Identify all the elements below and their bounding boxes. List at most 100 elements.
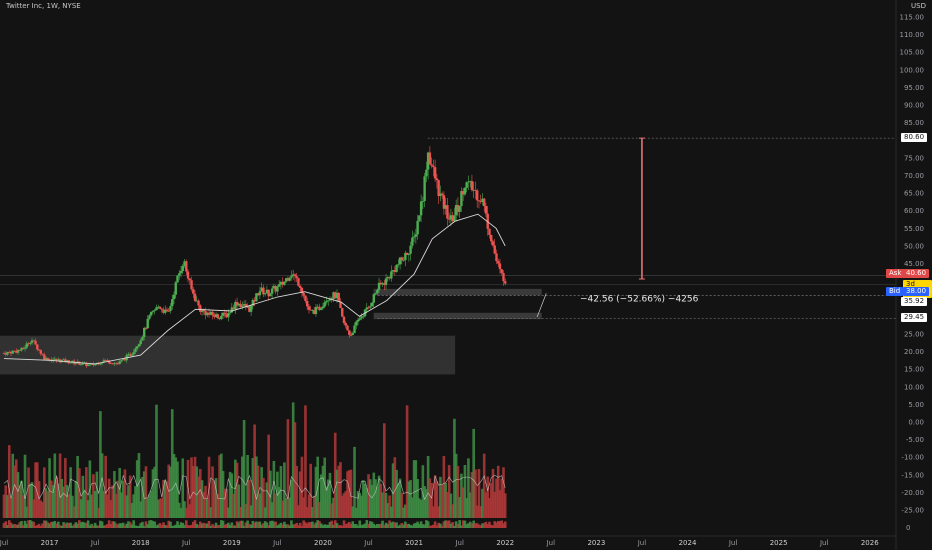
volume-bar — [402, 507, 405, 518]
volume-bar — [107, 478, 111, 518]
oscillator-bar — [372, 523, 376, 528]
candle-body — [400, 257, 404, 261]
volume-bar — [290, 479, 293, 518]
volume-bar — [237, 484, 241, 518]
candle-body — [86, 364, 90, 367]
candle-body — [79, 364, 83, 366]
volume-bar — [51, 485, 55, 518]
oscillator-bar — [227, 522, 230, 528]
candle-body — [428, 152, 432, 165]
volume-bar — [162, 479, 165, 518]
oscillator-bar — [342, 520, 346, 528]
oscillator-bar — [349, 523, 353, 528]
candle-body — [332, 292, 335, 300]
candle-body — [377, 282, 381, 290]
oscillator-bar — [482, 522, 486, 528]
candle-body — [34, 340, 37, 345]
ask-price-label: 40.60 — [903, 269, 930, 279]
oscillator-bar — [432, 524, 435, 528]
oscillator-bar — [283, 521, 286, 528]
volume-bar — [342, 493, 346, 518]
oscillator-bar — [486, 524, 490, 528]
volume-bar — [432, 506, 435, 518]
candle-body — [221, 312, 225, 316]
volume-bar — [495, 478, 498, 518]
oscillator-bar — [297, 525, 300, 528]
currency-label[interactable]: USD — [911, 2, 926, 10]
oscillator-bar — [272, 521, 276, 528]
volume-bar — [23, 454, 27, 518]
oscillator-bar — [390, 522, 393, 528]
volume-bar — [135, 460, 139, 518]
candle-body — [402, 259, 405, 261]
time-tick-label: Jul — [272, 539, 282, 547]
oscillator-bar — [135, 525, 139, 528]
volume-bar — [411, 497, 414, 518]
candle-body — [276, 286, 279, 292]
volume-bar — [165, 481, 169, 518]
volume-bar — [60, 478, 64, 518]
oscillator-bar — [155, 525, 158, 528]
volume-bar — [216, 493, 220, 518]
volume-bar — [176, 461, 179, 518]
volume-bar — [391, 463, 395, 518]
volume-bar — [328, 472, 332, 518]
volume-bar — [272, 460, 276, 518]
candle-body — [228, 312, 232, 314]
candle-body — [481, 198, 484, 203]
oscillator-bar — [165, 525, 169, 528]
price-tick-label: -10.00 — [901, 454, 924, 462]
candle-body — [200, 309, 204, 312]
oscillator-bar — [188, 525, 192, 528]
oscillator-bar — [216, 525, 220, 528]
candle-body — [381, 283, 384, 285]
volume-bar — [337, 465, 341, 518]
candle-body — [263, 293, 267, 295]
candle-body — [468, 181, 472, 182]
candle-body — [181, 265, 184, 272]
candle-body — [78, 361, 81, 365]
candle-body — [330, 298, 333, 300]
oscillator-bar — [232, 525, 235, 528]
oscillator-bar — [284, 524, 288, 528]
time-tick-label: Jul — [819, 539, 829, 547]
oscillator-bar — [351, 521, 355, 528]
oscillator-bar — [205, 523, 209, 528]
oscillator-bar — [93, 522, 97, 528]
volume-bar — [446, 492, 449, 518]
oscillator-bar — [454, 521, 458, 528]
candle-body — [148, 315, 151, 319]
volume-bar — [356, 491, 360, 518]
oscillator-bar — [53, 521, 57, 528]
volume-bar — [209, 507, 213, 518]
oscillator-bar — [293, 524, 297, 528]
volume-bar — [34, 462, 37, 518]
oscillator-bar — [9, 522, 13, 528]
candle-body — [291, 274, 295, 276]
candle-body — [376, 289, 379, 294]
oscillator-bar — [163, 525, 167, 528]
candle-body — [447, 218, 451, 220]
volume-bar — [160, 498, 164, 518]
candle-body — [11, 350, 14, 354]
oscillator-bar — [402, 524, 405, 528]
volume-bar — [113, 471, 116, 518]
volume-bar — [304, 405, 307, 518]
time-tick-label: Jul — [181, 539, 191, 547]
candle-body — [349, 334, 353, 336]
oscillator-bar — [34, 525, 37, 528]
candle-body — [325, 300, 328, 303]
candle-body — [313, 309, 316, 314]
oscillator-bar — [374, 525, 377, 528]
oscillator-bar — [477, 524, 481, 528]
candle-body — [277, 284, 281, 287]
price-tick-label: 75.00 — [904, 154, 924, 162]
oscillator-bar — [153, 521, 157, 528]
volume-bar — [444, 482, 447, 518]
oscillator-bar — [489, 524, 493, 528]
volume-bar — [439, 476, 442, 518]
oscillator-bar — [321, 525, 325, 528]
candle-body — [165, 309, 169, 311]
oscillator-bar — [174, 524, 178, 528]
